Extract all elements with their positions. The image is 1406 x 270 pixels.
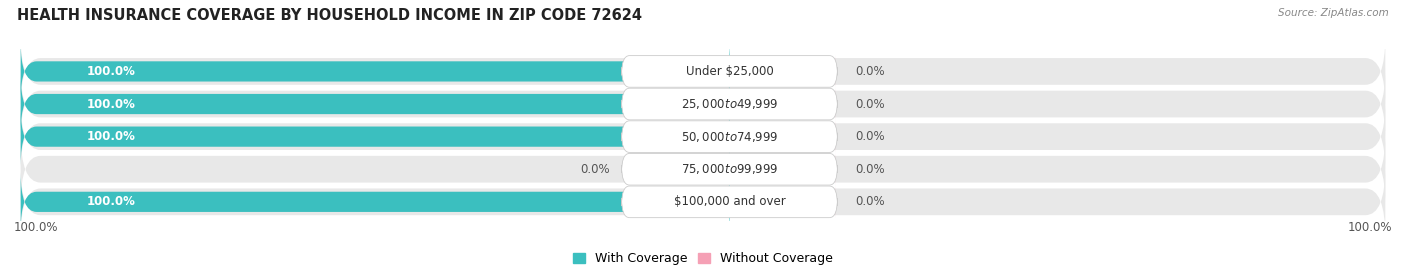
Text: 100.0%: 100.0% [87, 195, 136, 208]
FancyBboxPatch shape [730, 88, 835, 120]
Text: HEALTH INSURANCE COVERAGE BY HOUSEHOLD INCOME IN ZIP CODE 72624: HEALTH INSURANCE COVERAGE BY HOUSEHOLD I… [17, 8, 643, 23]
FancyBboxPatch shape [21, 134, 1385, 205]
FancyBboxPatch shape [730, 121, 835, 153]
FancyBboxPatch shape [621, 88, 838, 120]
FancyBboxPatch shape [21, 75, 730, 133]
Text: $50,000 to $74,999: $50,000 to $74,999 [681, 130, 779, 144]
FancyBboxPatch shape [730, 55, 835, 87]
FancyBboxPatch shape [730, 153, 835, 185]
Text: 100.0%: 100.0% [87, 130, 136, 143]
FancyBboxPatch shape [21, 69, 1385, 140]
Text: $75,000 to $99,999: $75,000 to $99,999 [681, 162, 779, 176]
FancyBboxPatch shape [21, 108, 730, 166]
Text: $25,000 to $49,999: $25,000 to $49,999 [681, 97, 779, 111]
Text: 0.0%: 0.0% [581, 163, 610, 176]
FancyBboxPatch shape [21, 42, 730, 100]
Text: 0.0%: 0.0% [855, 195, 884, 208]
Text: 100.0%: 100.0% [87, 97, 136, 110]
Text: Under $25,000: Under $25,000 [686, 65, 773, 78]
FancyBboxPatch shape [21, 173, 730, 231]
FancyBboxPatch shape [21, 36, 1385, 107]
Text: Source: ZipAtlas.com: Source: ZipAtlas.com [1278, 8, 1389, 18]
Text: 100.0%: 100.0% [1347, 221, 1392, 234]
Text: $100,000 and over: $100,000 and over [673, 195, 786, 208]
FancyBboxPatch shape [621, 56, 838, 87]
Legend: With Coverage, Without Coverage: With Coverage, Without Coverage [568, 247, 838, 270]
FancyBboxPatch shape [621, 121, 838, 153]
FancyBboxPatch shape [621, 153, 838, 185]
FancyBboxPatch shape [730, 186, 835, 218]
FancyBboxPatch shape [21, 101, 1385, 172]
Text: 0.0%: 0.0% [855, 130, 884, 143]
FancyBboxPatch shape [621, 186, 838, 218]
Text: 0.0%: 0.0% [855, 163, 884, 176]
Text: 0.0%: 0.0% [855, 97, 884, 110]
Text: 0.0%: 0.0% [855, 65, 884, 78]
FancyBboxPatch shape [21, 166, 1385, 237]
Text: 100.0%: 100.0% [14, 221, 59, 234]
Text: 100.0%: 100.0% [87, 65, 136, 78]
